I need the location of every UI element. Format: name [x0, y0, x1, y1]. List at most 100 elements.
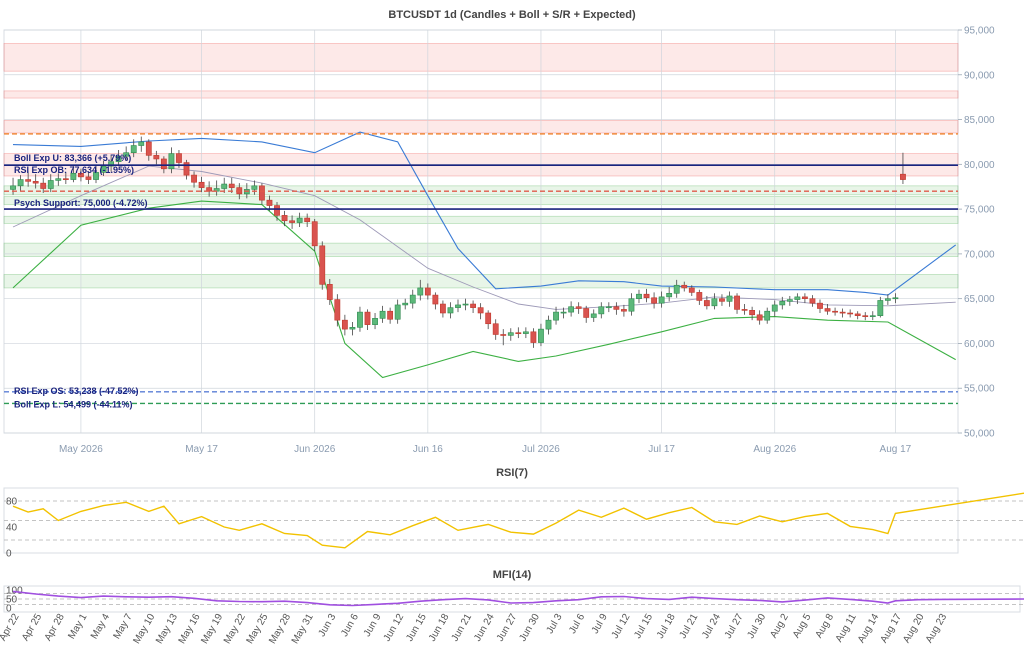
candle-body	[628, 298, 635, 312]
support-zone-8	[3, 274, 959, 289]
candle-body	[130, 145, 137, 153]
mfi-x-tick-label: Aug 8	[814, 612, 837, 641]
candle-body	[387, 310, 394, 320]
candle-body	[839, 311, 846, 314]
price-plot-area	[3, 29, 959, 434]
candle-body	[538, 328, 544, 343]
candle-body	[357, 311, 363, 328]
candle-body	[666, 292, 673, 298]
mfi-x-tick-label: Jul 6	[567, 612, 587, 636]
candle-body	[145, 141, 152, 156]
candle-body	[281, 215, 288, 222]
candle-body	[817, 302, 823, 309]
price-y-tick-label: 80,000	[964, 160, 995, 171]
candle-body	[824, 308, 831, 312]
candle-body	[719, 298, 725, 302]
candle-body	[123, 152, 130, 157]
price-x-tick-label: Jun 2026	[294, 444, 336, 455]
rsi-y-tick-label: 80	[6, 497, 18, 508]
candle-body	[138, 141, 145, 146]
candle-body	[447, 307, 454, 314]
price-x-tick-label: Jul 17	[648, 444, 675, 455]
candle-body	[862, 315, 869, 317]
candle-body	[575, 306, 582, 309]
candle-body	[221, 183, 228, 189]
candle-body	[62, 178, 69, 180]
candle-body	[17, 179, 24, 187]
rsi-y-tick-label: 0	[6, 549, 12, 560]
candle-body	[590, 313, 597, 318]
mfi-x-tick-label: Jun 30	[517, 612, 542, 644]
candle-body	[296, 217, 303, 223]
price-y-tick-label: 95,000	[964, 26, 995, 37]
candle-body	[341, 319, 348, 330]
candle-body	[869, 315, 876, 317]
candle-body	[621, 309, 627, 312]
candle-body	[311, 221, 318, 247]
support-zone-7	[3, 242, 959, 257]
level-annotation-1: Psych Support: 75,000 (-4.72%)	[14, 198, 148, 208]
candle-body	[402, 302, 409, 306]
candle-body	[176, 153, 182, 163]
candle-body	[809, 298, 816, 304]
mfi-x-tick-label: Apr 28	[43, 612, 67, 643]
bollinger-line-1	[12, 165, 956, 310]
candle-body	[470, 303, 476, 308]
candle-body	[613, 306, 620, 310]
candle-body	[364, 311, 371, 325]
level-annotation-0: Boll Exp U: 83,366 (+5.79%)	[14, 153, 131, 163]
candle-body	[70, 172, 77, 180]
mfi-x-tick-label: Aug 5	[791, 612, 814, 641]
candle-body	[681, 284, 688, 289]
candle-body	[251, 185, 258, 190]
candle-body	[32, 181, 39, 184]
candle-body	[854, 313, 861, 316]
candle-body	[191, 174, 197, 183]
price-y-tick-label: 90,000	[964, 70, 995, 81]
candle-body	[289, 220, 295, 223]
resistance-zone-0	[3, 43, 959, 72]
mfi-x-tick-label: Jun 18	[427, 612, 452, 644]
candle-body	[884, 298, 891, 301]
candle-body	[455, 304, 461, 308]
candle-body	[832, 310, 838, 313]
level-annotation-4: RSI Exp OS: 53,238 (-47.52%)	[14, 386, 139, 396]
candle-body	[78, 172, 84, 178]
candle-body	[696, 292, 703, 301]
candle-body	[409, 294, 416, 304]
candle-body	[168, 153, 175, 170]
candle-body	[85, 176, 92, 180]
candle-body	[583, 308, 590, 318]
candle-body	[274, 205, 280, 216]
mfi-x-tick-label: Jul 9	[590, 612, 610, 636]
candle-body	[10, 185, 16, 190]
candle-body	[651, 297, 657, 304]
mfi-x-tick-label: Aug 2	[768, 612, 791, 641]
price-y-tick-label: 50,000	[964, 429, 995, 440]
candle-body	[779, 301, 786, 306]
candle-body	[266, 199, 273, 206]
price-x-tick-label: Aug 2026	[753, 444, 796, 455]
price-y-tick-label: 70,000	[964, 249, 995, 260]
mfi-x-tick-label: Jul 3	[545, 612, 565, 636]
candle-body	[319, 245, 326, 285]
candle-body	[206, 187, 213, 192]
candle-body	[259, 185, 265, 201]
support-zone-6	[3, 215, 959, 224]
bollinger-line-0	[12, 131, 957, 296]
candle-body	[108, 161, 114, 167]
candle-body	[40, 182, 47, 189]
mfi-x-tick-label: Jul 30	[745, 612, 768, 641]
candle-body	[877, 300, 884, 316]
candle-body	[802, 296, 808, 299]
candle-body	[334, 299, 341, 321]
mfi-x-tick-label: May 4	[89, 612, 112, 641]
candle-body	[598, 306, 605, 315]
candle-body	[786, 299, 793, 302]
mfi-line	[12, 590, 1024, 607]
candle-body	[349, 327, 356, 330]
candle-body	[900, 173, 906, 180]
candle-body	[379, 310, 386, 319]
price-x-tick-label: May 17	[185, 444, 218, 455]
candle-body	[326, 284, 333, 300]
